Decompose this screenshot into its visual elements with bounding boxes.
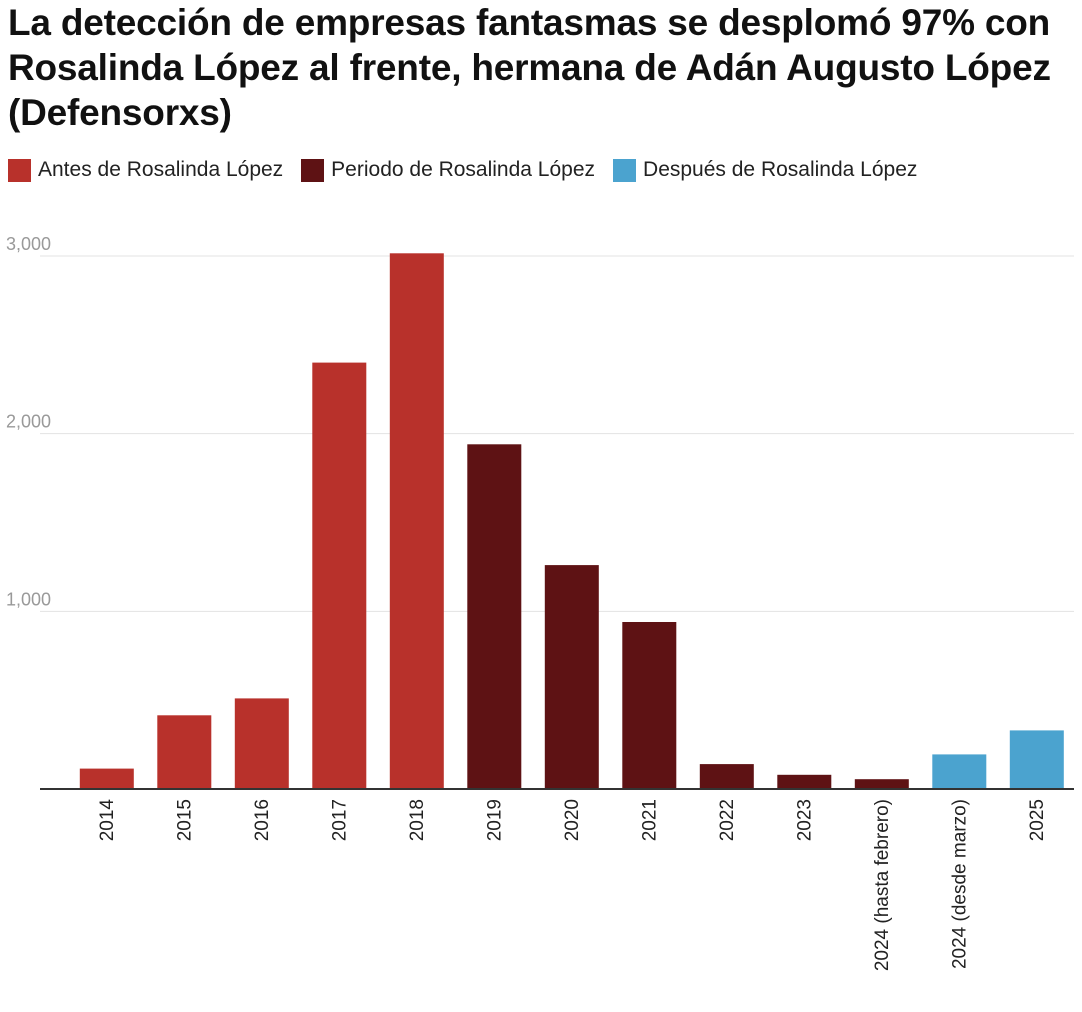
bar [389, 253, 444, 790]
legend-label-antes: Antes de Rosalinda López [38, 158, 284, 181]
y-tick-label: 2,000 [6, 412, 51, 432]
x-tick-label: 2023 [794, 799, 815, 841]
chart-title: La detección de empresas fantasmas se de… [8, 2, 1051, 133]
x-tick-label: 2020 [562, 799, 583, 841]
legend-swatch-antes [8, 158, 31, 182]
x-tick-label: 2015 [174, 799, 195, 841]
x-tick-label: 2016 [252, 799, 273, 841]
bar [854, 779, 909, 789]
bar [777, 774, 832, 789]
bar [312, 362, 367, 789]
x-tick-label: 2022 [717, 799, 738, 841]
bars-layer [79, 253, 1064, 790]
bar [544, 565, 599, 789]
x-tick-label: 2024 (desde marzo) [949, 799, 970, 969]
bar [79, 768, 134, 789]
y-tick-label: 1,000 [6, 589, 51, 609]
bar [467, 444, 522, 789]
x-tick-label: 2017 [329, 799, 350, 841]
x-tick-label: 2014 [97, 799, 118, 842]
legend-label-despues: Después de Rosalinda López [643, 158, 918, 181]
x-tick-label: 2021 [639, 799, 660, 841]
bar [932, 754, 987, 789]
y-tick-label: 3,000 [6, 234, 51, 254]
bar [234, 698, 289, 789]
grid-layer [40, 255, 1074, 612]
x-tick-label: 2024 (hasta febrero) [872, 799, 893, 971]
category-labels: 2014 2015 2016 2017 2018 2019 2020 2021 2022 2023… [97, 799, 1048, 972]
legend: Antes de Rosalinda López Periodo de Rosa… [8, 156, 935, 184]
bar [157, 715, 212, 789]
bar [699, 764, 754, 789]
legend-item-antes: Antes de Rosalinda López [8, 158, 283, 182]
bar [1009, 730, 1064, 789]
bar [622, 622, 677, 789]
legend-swatch-despues [613, 158, 637, 182]
legend-swatch-periodo [301, 158, 325, 182]
legend-item-despues: Después de Rosalinda López [613, 158, 917, 182]
legend-item-periodo: Periodo de Rosalinda López [301, 158, 595, 182]
x-tick-label: 2018 [407, 799, 428, 841]
x-tick-label: 2025 [1027, 799, 1048, 841]
x-tick-label: 2019 [484, 799, 505, 841]
axis-layer: 1,000 2,000 3,000 [6, 234, 1074, 790]
legend-label-periodo: Periodo de Rosalinda López [331, 158, 596, 181]
